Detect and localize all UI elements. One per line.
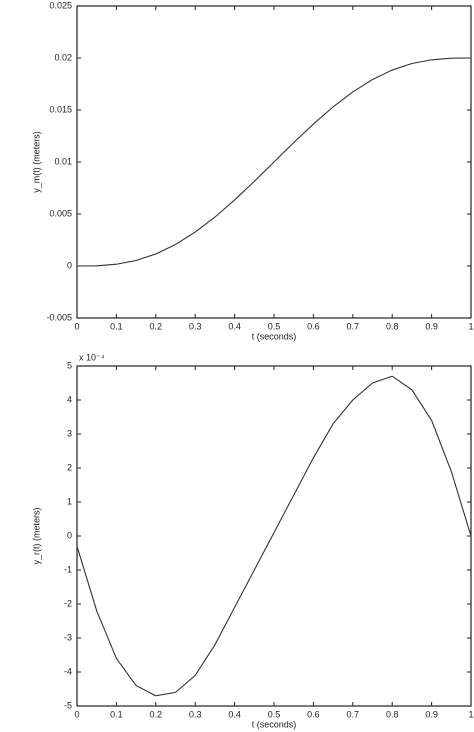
y-tick-label: 3 [67, 428, 72, 438]
y-tick-label: 0.01 [54, 156, 72, 166]
y-axis-label: y_m(t) (meters) [31, 131, 41, 193]
x-tick-label: 0.6 [307, 709, 320, 719]
y-tick-label: 0.005 [49, 208, 72, 218]
y-tick-label: -3 [64, 632, 72, 642]
x-tick-label: 0.8 [386, 321, 399, 331]
y-tick-label: 0.02 [54, 52, 72, 62]
x-tick-label: 0.9 [425, 321, 438, 331]
x-tick-label: 0 [74, 321, 79, 331]
x-tick-label: 0.7 [347, 321, 360, 331]
y-tick-label: 1 [67, 496, 72, 506]
y-tick-label: 0.015 [49, 104, 72, 114]
x-tick-label: 0.4 [228, 709, 241, 719]
y-tick-label: 0 [67, 260, 72, 270]
x-tick-label: 0.1 [110, 321, 123, 331]
x-tick-label: 0.3 [189, 321, 202, 331]
x-tick-label: 0.8 [386, 709, 399, 719]
x-tick-label: 0.5 [268, 709, 281, 719]
x-tick-label: 1 [468, 321, 473, 331]
x-tick-label: 0.9 [425, 709, 438, 719]
x-tick-label: 0.5 [268, 321, 281, 331]
x-tick-label: 0 [74, 709, 79, 719]
x-axis-label: t (seconds) [252, 331, 297, 341]
x-tick-label: 1 [468, 709, 473, 719]
x-axis-label: t (seconds) [252, 719, 297, 729]
x-tick-label: 0.1 [110, 709, 123, 719]
y-tick-label: 5 [67, 360, 72, 370]
x-tick-label: 0.7 [347, 709, 360, 719]
y-tick-label: 0.025 [49, 0, 72, 10]
y-axis-label: y_r(t) (meters) [31, 508, 41, 565]
y-tick-label: -1 [64, 564, 72, 574]
plot-frame [76, 365, 472, 707]
x-tick-label: 0.6 [307, 321, 320, 331]
y-tick-label: 4 [67, 394, 72, 404]
y-tick-label: -0.005 [46, 312, 72, 322]
data-line [76, 57, 472, 267]
x-tick-label: 0.2 [150, 321, 163, 331]
y-tick-label: 2 [67, 462, 72, 472]
y-tick-label: -5 [64, 700, 72, 710]
x-tick-label: 0.3 [189, 709, 202, 719]
y-tick-label: -2 [64, 598, 72, 608]
data-line [76, 375, 472, 697]
x-tick-label: 0.4 [228, 321, 241, 331]
x-tick-label: 0.2 [150, 709, 163, 719]
y-tick-label: 0 [67, 530, 72, 540]
axis-multiplier: x 10⁻⁴ [79, 352, 105, 362]
y-tick-label: -4 [64, 666, 72, 676]
